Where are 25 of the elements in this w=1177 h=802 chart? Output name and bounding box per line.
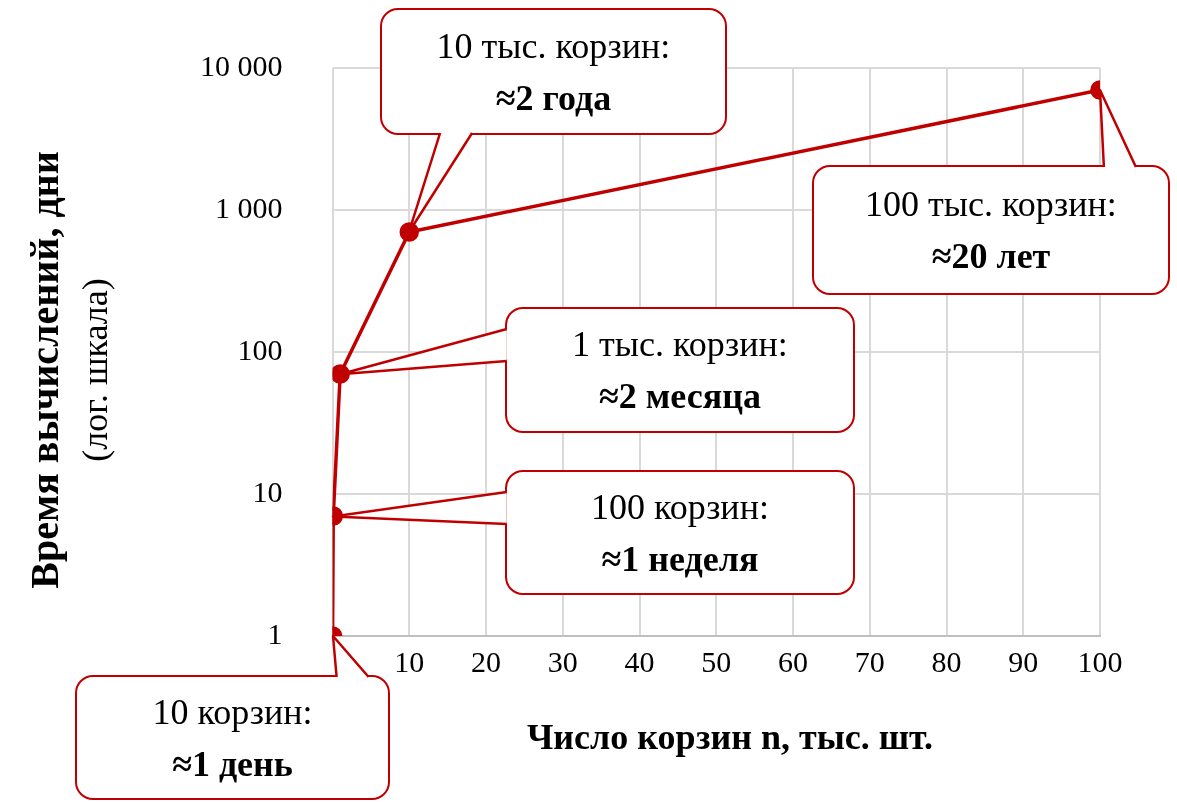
callout: 1 тыс. корзин: ≈2 месяца — [337, 307, 855, 433]
y-tick-label: 1 — [267, 616, 283, 650]
annotation: 100 тыс. корзин: ≈20 лет — [865, 183, 1117, 278]
y-tick-label: 100 — [237, 332, 283, 366]
y-axis-title: Время вычислений, дни (лог. шкала) — [22, 151, 116, 589]
x-tick-label: 90 — [1008, 644, 1039, 678]
annotation: 100 корзин: ≈1 неделя — [591, 485, 769, 581]
annotation: 10 корзин: ≈1 день — [152, 690, 313, 786]
x-tick-label: 40 — [624, 644, 655, 678]
y-tick-label: 1 000 — [215, 190, 283, 224]
x-tick-label: 20 — [471, 644, 501, 678]
x-tick-label: 80 — [931, 644, 962, 678]
callout: 100 корзин: ≈1 неделя — [330, 470, 855, 595]
x-tick-label: 50 — [701, 644, 732, 678]
y-tick-label: 10 000 — [200, 48, 283, 82]
annotation: 10 тыс. корзин: ≈2 года — [436, 24, 671, 120]
y-tick-label: 10 — [252, 474, 283, 508]
x-tick-label: 30 — [547, 644, 578, 678]
x-tick-label: 10 — [394, 644, 425, 678]
annotation: 1 тыс. корзин: ≈2 месяца — [572, 323, 788, 418]
x-tick-label: 70 — [854, 644, 885, 678]
x-axis-title: Число корзин n, тыс. шт. — [526, 717, 934, 758]
x-tick-label: 60 — [778, 644, 808, 678]
callout: 10 тыс. корзин: ≈2 года — [380, 8, 727, 235]
x-tick-label: 100 — [1077, 644, 1123, 678]
